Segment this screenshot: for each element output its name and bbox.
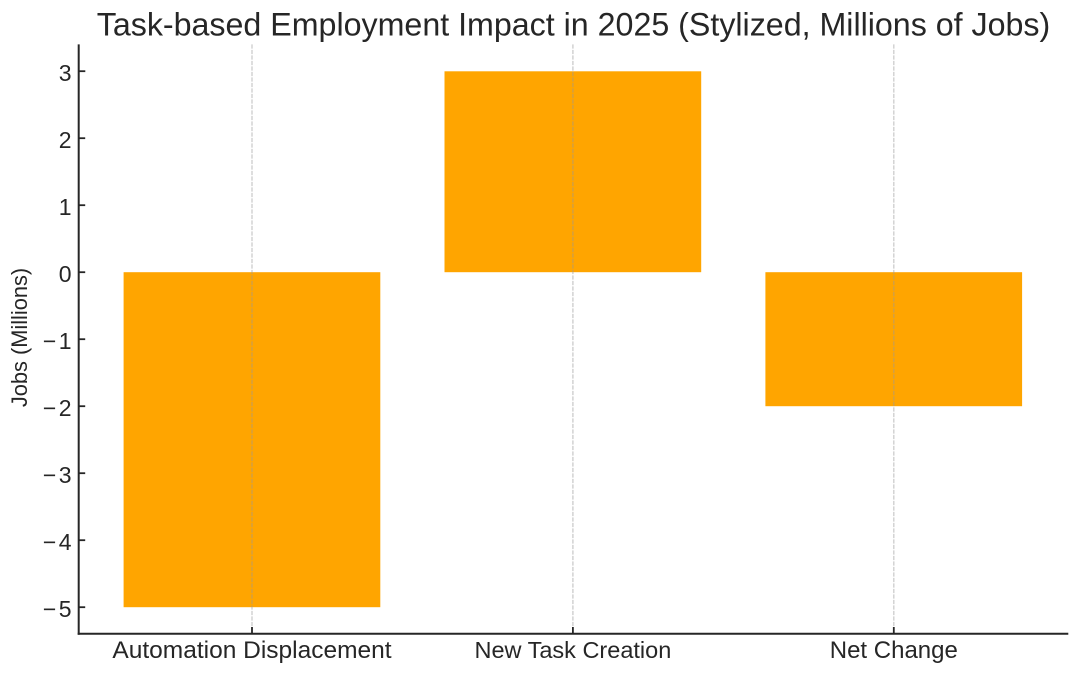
svg-text:−1: −1 <box>43 328 74 354</box>
svg-text:−5: −5 <box>43 596 74 622</box>
svg-text:3: 3 <box>59 60 72 86</box>
svg-text:Automation Displacement: Automation Displacement <box>112 637 391 664</box>
svg-text:1: 1 <box>59 194 72 220</box>
svg-text:Jobs (Millions): Jobs (Millions) <box>7 268 32 407</box>
svg-text:2: 2 <box>59 127 72 153</box>
svg-text:Task-based Employment Impact i: Task-based Employment Impact in 2025 (St… <box>97 7 1051 43</box>
svg-text:Net Change: Net Change <box>830 637 958 664</box>
svg-text:−2: −2 <box>43 395 74 421</box>
svg-text:−3: −3 <box>43 462 74 488</box>
svg-text:New Task Creation: New Task Creation <box>475 637 672 663</box>
svg-text:0: 0 <box>59 261 72 287</box>
svg-text:−4: −4 <box>43 529 74 555</box>
